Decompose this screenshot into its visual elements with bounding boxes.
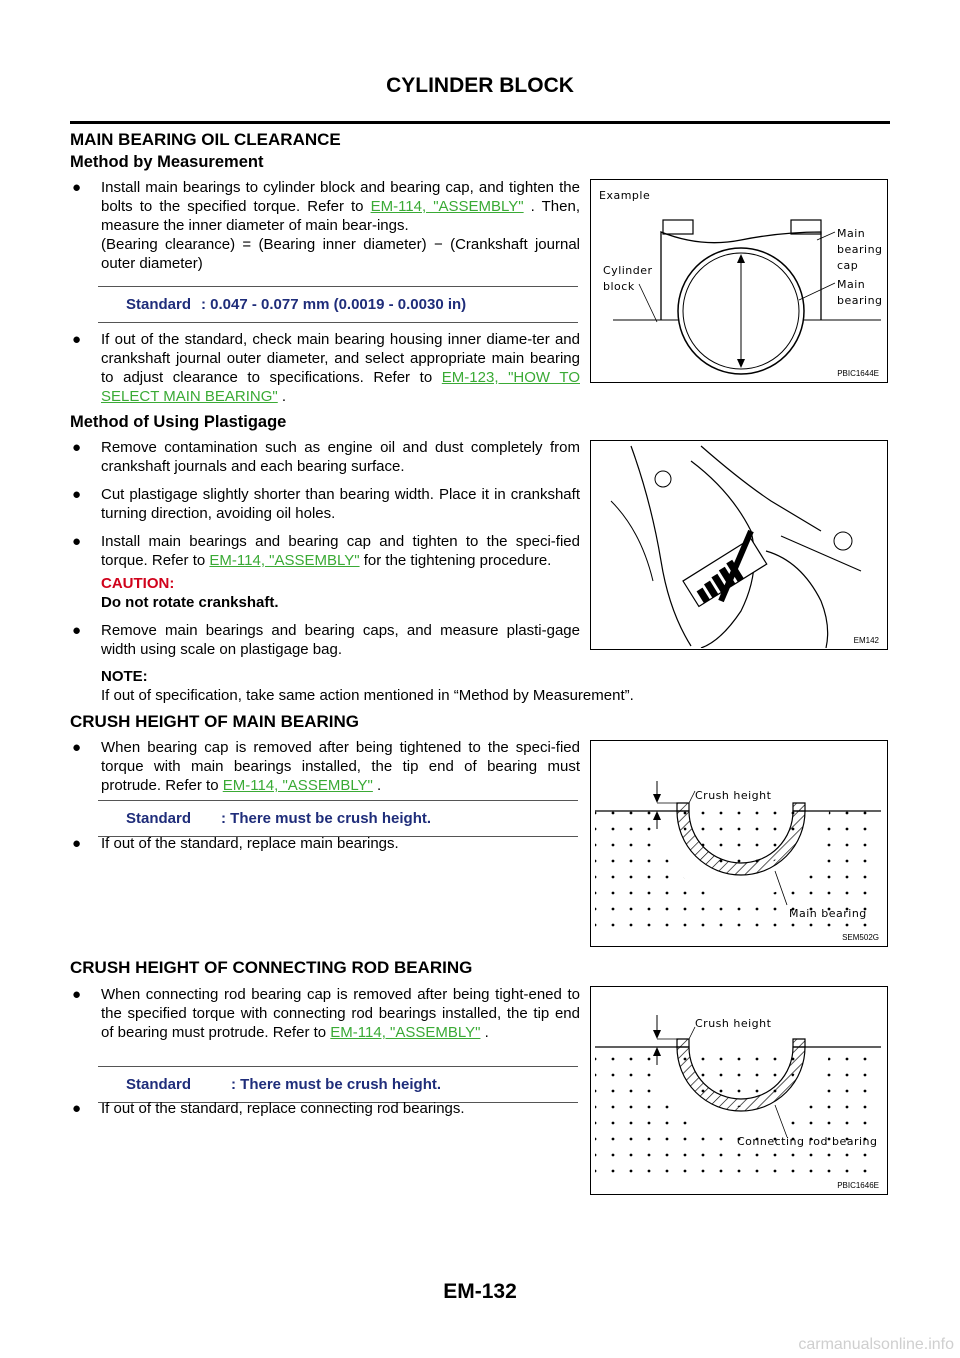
figure-label-example: Example [599, 189, 650, 202]
watermark: carmanualsonline.info [798, 1336, 954, 1353]
bullet-icon: ● [72, 486, 82, 503]
subsection-title-measurement: Method by Measurement [70, 153, 264, 171]
bullet-icon: ● [72, 1100, 82, 1117]
label-bearing: bearing [837, 294, 883, 307]
link-em-123-select-main-bearing[interactable]: EM-123, "HOW TO SELECT MAIN BEARING" [101, 369, 580, 405]
bullet-icon: ● [72, 331, 82, 348]
label-main-bearing: Main bearing [789, 907, 867, 920]
list-item: ● If out of the standard, replace main be… [72, 835, 399, 852]
caution-text: Do not rotate crankshaft. [101, 594, 279, 611]
label-main-cap: Main [837, 227, 865, 240]
figure-crush-height-rod: Crush height Connecting rod bearing PBIC… [590, 986, 888, 1195]
link-em-114-assembly[interactable]: EM-114, "ASSEMBLY" [209, 552, 360, 569]
standard-label: Standard [126, 296, 192, 313]
caution-label: CAUTION: [101, 575, 175, 592]
main-bearing-crush-diagram: Crush height Main bearing [595, 781, 881, 931]
list-item: ● If out of the standard, check main bea… [72, 331, 580, 405]
bullet-icon: ● [72, 835, 82, 852]
label-crush-height: Crush height [695, 789, 772, 802]
bullet-icon: ● [72, 986, 82, 1003]
bearing-cross-section-diagram: Example Cylinder block Main bearing cap … [599, 189, 883, 375]
crush-main-steps: ● When bearing cap is removed after being… [70, 738, 580, 804]
standard-value: : 0.047 - 0.077 mm (0.0019 - 0.0030 in) [201, 296, 467, 313]
measurement-steps: ● Install main bearings to cylinder bloc… [70, 178, 580, 282]
label-main-bearing: Main [837, 278, 865, 291]
link-em-114-assembly[interactable]: EM-114, "ASSEMBLY" [370, 198, 524, 215]
list-item: ● Cut plastigage slightly shorter than be… [72, 486, 580, 522]
plastigage-steps: ● Remove contamination such as engine oil… [70, 438, 634, 705]
figure-plastigage: EM142 [590, 440, 888, 650]
standard-label: Standard [126, 810, 192, 827]
bullet-icon: ● [72, 739, 82, 756]
plastigage-illustration [610, 445, 862, 648]
figure-crush-height-main: Crush height Main bearing SEM502G [590, 740, 888, 947]
rod-bearing-crush-diagram: Crush height Connecting rod bearing [595, 1015, 881, 1177]
header-rule [70, 121, 890, 124]
list-item: ● Remove contamination such as engine oil… [72, 439, 580, 475]
list-item: ● If out of the standard, replace connect… [72, 1100, 465, 1117]
page-title: CYLINDER BLOCK [386, 74, 574, 97]
bullet-icon: ● [72, 533, 82, 550]
figure-id: PBIC1644E [837, 369, 879, 378]
label-bearing-cap: bearing [837, 243, 883, 256]
note-label: NOTE: [101, 668, 148, 685]
section-title-crush-main: CRUSH HEIGHT OF MAIN BEARING [70, 712, 359, 731]
figure-id: EM142 [853, 636, 879, 645]
crush-main-steps-2: ● If out of the standard, replace main be… [70, 834, 580, 862]
measurement-steps-2: ● If out of the standard, check main bea… [70, 330, 580, 415]
list-item: ● When connecting rod bearing cap is remo… [72, 986, 580, 1041]
bullet-icon: ● [72, 439, 82, 456]
link-em-114-assembly[interactable]: EM-114, "ASSEMBLY" [330, 1024, 481, 1041]
bullet-icon: ● [72, 622, 82, 639]
crush-rod-steps-2: ● If out of the standard, replace connect… [70, 1099, 580, 1127]
note-text: If out of specification, take same actio… [101, 687, 634, 704]
label-cap: cap [837, 259, 858, 272]
standard-label: Standard [126, 1076, 192, 1093]
crush-rod-steps: ● When connecting rod bearing cap is remo… [70, 985, 580, 1051]
standard-box: Standard : There must be crush height. [98, 800, 578, 837]
label-connecting-rod-bearing: Connecting rod bearing [737, 1135, 878, 1148]
figure-id: PBIC1646E [837, 1181, 879, 1190]
subsection-title-plastigage: Method of Using Plastigage [70, 413, 287, 431]
standard-value: : There must be crush height. [221, 810, 432, 827]
section-title-main-clearance: MAIN BEARING OIL CLEARANCE [70, 130, 341, 149]
figure-main-bearing-clearance: Example Cylinder block Main bearing cap … [590, 179, 888, 383]
label-block: block [603, 280, 635, 293]
standard-box: Standard : There must be crush height. [98, 1066, 578, 1103]
label-cylinder: Cylinder [603, 264, 653, 277]
bullet-icon: ● [72, 179, 82, 196]
label-crush-height: Crush height [695, 1017, 772, 1030]
figure-id: SEM502G [842, 933, 879, 942]
standard-value: : There must be crush height. [231, 1076, 442, 1093]
list-item: ● When bearing cap is removed after being… [72, 739, 580, 794]
list-item: ● Install main bearings and bearing cap a… [72, 533, 580, 569]
formula: (Bearing clearance) = (Bearing inner dia… [101, 236, 580, 272]
list-item: ● Install main bearings to cylinder bloc… [72, 179, 581, 272]
page-number: EM-132 [443, 1280, 517, 1303]
standard-box: Standard : 0.047 - 0.077 mm (0.0019 - 0.0… [98, 286, 578, 323]
list-item: ● Remove main bearings and bearing caps, … [72, 622, 580, 658]
link-em-114-assembly[interactable]: EM-114, "ASSEMBLY" [222, 777, 373, 794]
section-title-crush-rod: CRUSH HEIGHT OF CONNECTING ROD BEARING [70, 958, 473, 977]
